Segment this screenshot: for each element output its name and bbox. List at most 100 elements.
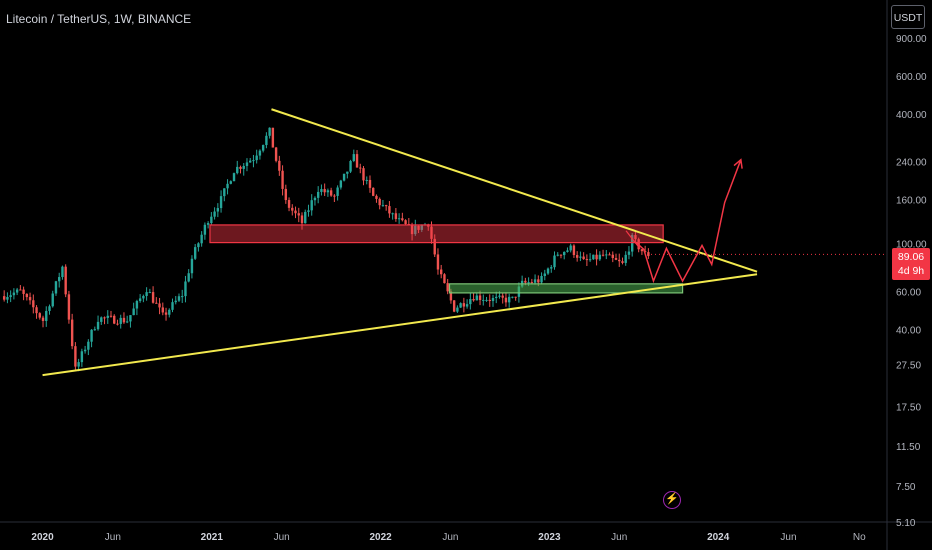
- candle-body: [193, 247, 197, 259]
- candle-body: [278, 160, 281, 171]
- candle-body: [274, 147, 278, 161]
- candle-body: [556, 254, 559, 256]
- candle-body: [6, 297, 9, 300]
- currency-button[interactable]: USDT: [891, 5, 925, 29]
- projection-start-arrow: [625, 230, 641, 250]
- x-tick-label: Jun: [442, 532, 458, 543]
- candle-body: [401, 218, 404, 221]
- candle-body: [388, 206, 391, 214]
- candle-body: [333, 195, 336, 197]
- candle-body: [384, 205, 388, 207]
- candle-body: [459, 303, 462, 308]
- candle-body: [326, 190, 330, 193]
- candle-body: [446, 283, 449, 292]
- candle-body: [575, 255, 579, 258]
- candle-body: [452, 300, 456, 312]
- candle-body: [9, 295, 12, 298]
- candle-body: [164, 312, 168, 315]
- candle-body: [236, 166, 239, 174]
- candle-body: [410, 224, 414, 235]
- candle-body: [93, 329, 97, 331]
- candle-body: [355, 154, 359, 168]
- candle-body: [210, 216, 213, 224]
- upper-trendline: [271, 108, 758, 273]
- candle-body: [116, 323, 119, 325]
- candle-body: [320, 189, 323, 192]
- candle-body: [77, 362, 80, 367]
- candle-body: [61, 266, 64, 278]
- candle-body: [261, 145, 265, 151]
- candle-body: [284, 188, 288, 201]
- candle-body: [252, 160, 255, 162]
- candle-body: [440, 269, 443, 275]
- candle-body: [200, 234, 203, 244]
- y-tick-label: 60.00: [896, 287, 921, 298]
- candle-body: [151, 292, 155, 303]
- candle-body: [511, 296, 514, 298]
- candle-body: [100, 317, 103, 322]
- candle-body: [64, 266, 67, 295]
- candle-body: [478, 295, 482, 301]
- candle-body: [304, 211, 307, 224]
- y-tick-label: 40.00: [896, 325, 921, 336]
- candle-body: [87, 341, 90, 350]
- candle-body: [90, 329, 93, 342]
- x-tick-label: Jun: [611, 532, 627, 543]
- candle-body: [268, 127, 271, 136]
- candle-body: [316, 191, 320, 198]
- candle-body: [559, 254, 563, 256]
- candle-body: [417, 225, 420, 230]
- candle-body: [394, 213, 398, 219]
- candle-body: [381, 205, 385, 207]
- candle-body: [504, 297, 508, 303]
- candle-body: [472, 299, 475, 301]
- candle-body: [414, 225, 417, 235]
- candle-body: [605, 254, 608, 256]
- candle-body: [187, 273, 190, 282]
- candle-body: [524, 280, 527, 283]
- candle-body: [359, 167, 362, 169]
- y-tick-label: 17.50: [896, 403, 921, 414]
- candle-body: [242, 165, 245, 169]
- y-tick-label: 900.00: [896, 34, 927, 45]
- candle-body: [174, 300, 177, 303]
- candle-body: [579, 256, 582, 258]
- candle-body: [349, 160, 352, 172]
- candle-body: [618, 259, 621, 262]
- candle-body: [485, 299, 488, 301]
- last-price-tag: 89.06 4d 9h: [892, 248, 930, 280]
- candle-body: [433, 238, 436, 255]
- candle-body: [310, 200, 313, 211]
- candle-body: [181, 296, 184, 298]
- candle-body: [41, 317, 45, 321]
- candle-body: [203, 224, 207, 235]
- candle-body: [375, 195, 378, 199]
- candle-body: [51, 293, 54, 307]
- candle-body: [74, 346, 77, 367]
- candle-body: [527, 282, 530, 284]
- candle-body: [155, 302, 158, 304]
- candle-body: [168, 309, 171, 315]
- lightning-icon[interactable]: ⚡: [663, 491, 681, 509]
- candle-body: [80, 351, 84, 363]
- candle-body: [339, 180, 343, 188]
- candle-body: [352, 154, 355, 161]
- candle-body: [462, 303, 466, 307]
- candle-body: [25, 293, 29, 298]
- candle-body: [32, 300, 35, 308]
- candle-body: [634, 235, 637, 240]
- candle-body: [206, 223, 210, 225]
- y-tick-label: 100.00: [896, 240, 927, 251]
- candle-body: [627, 251, 631, 255]
- x-tick-label: 2020: [31, 532, 54, 543]
- x-tick-label: Jun: [274, 532, 290, 543]
- candle-body: [368, 179, 372, 188]
- candle-body: [239, 166, 242, 169]
- candle-body: [553, 255, 556, 268]
- candle-body: [546, 268, 550, 274]
- candle-body: [19, 289, 22, 291]
- candle-body: [436, 254, 440, 270]
- last-price-value: 89.06: [897, 251, 925, 263]
- candle-body: [161, 307, 164, 313]
